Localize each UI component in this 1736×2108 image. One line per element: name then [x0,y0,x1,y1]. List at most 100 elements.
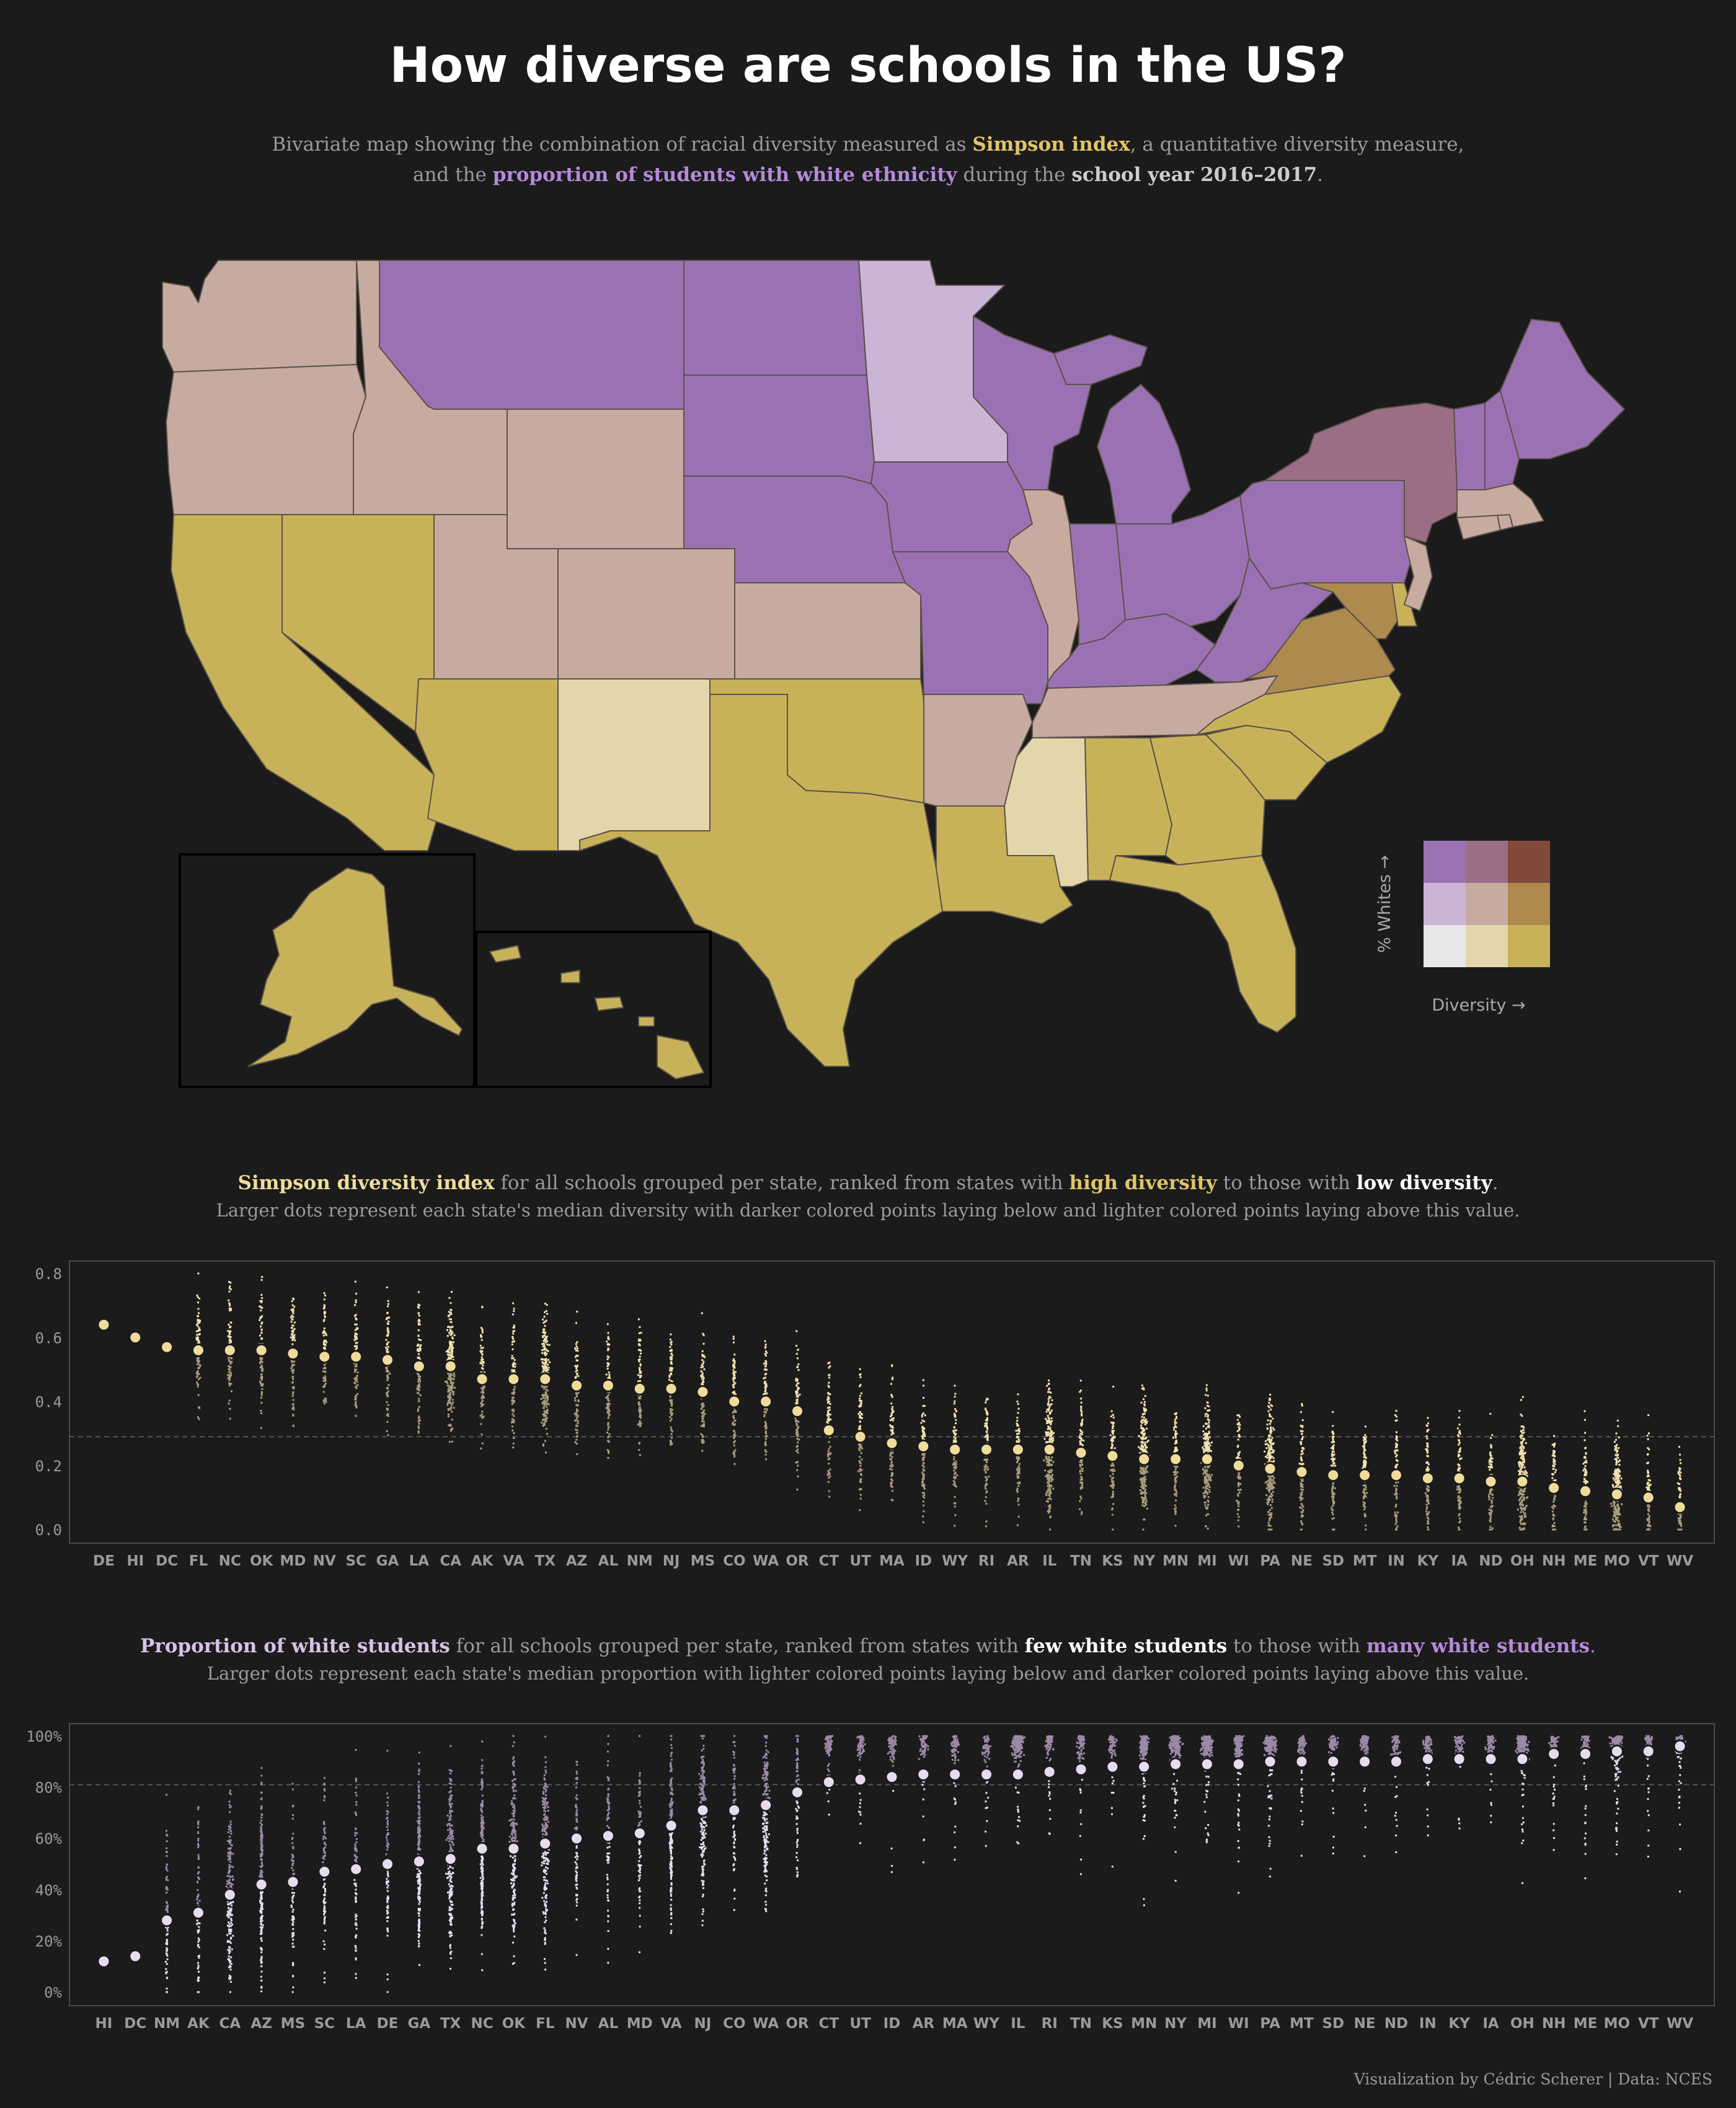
chart1-xtick-label: MS [691,1553,715,1569]
chart1-school-point [1239,1451,1241,1453]
chart1-school-point [1363,1451,1365,1453]
chart1-school-point [1332,1517,1335,1520]
chart1-school-point [1047,1484,1050,1486]
chart1-school-point [986,1428,989,1430]
chart1-school-point [892,1427,894,1429]
chart1-school-point [1052,1487,1055,1490]
chart1-school-point [514,1363,516,1365]
chart1-school-point [1172,1437,1175,1439]
chart1-school-point [702,1405,705,1407]
chart1-school-point [1143,1479,1145,1481]
chart1-school-point [386,1344,388,1346]
chart1-school-point [606,1411,609,1414]
chart1-school-point [764,1345,767,1348]
chart1-school-point [1237,1438,1239,1441]
chart1-school-point [953,1432,955,1434]
chart1-school-point [511,1344,513,1345]
chart1-school-point [764,1438,767,1440]
chart1-school-point [228,1368,230,1370]
chart1-xtick-label: OK [250,1553,274,1569]
chart1-school-point [356,1380,358,1383]
chart1-school-point [829,1403,831,1405]
chart1-school-point [449,1389,451,1391]
chart1-school-point [796,1434,798,1437]
chart1-school-point [1016,1401,1019,1403]
chart1-school-point [1302,1489,1304,1491]
chart1-school-point [542,1345,544,1348]
chart1-school-point [1202,1472,1205,1475]
chart1-school-point [1267,1419,1269,1422]
chart1-school-point [260,1412,262,1414]
chart1-school-point [353,1378,356,1380]
chart1-school-point [451,1346,453,1348]
chart1-school-point [1143,1401,1146,1403]
chart1-school-point [1140,1489,1141,1491]
chart1-school-point [292,1414,294,1416]
chart1-school-point [797,1420,800,1423]
chart1-school-point [450,1311,452,1314]
chart1-school-point [1396,1521,1398,1523]
chart-1-title-part-1: Simpson diversity index [237,1172,495,1194]
chart1-school-point [447,1391,450,1393]
chart1-school-point [797,1426,800,1428]
chart1-school-point [1270,1445,1272,1447]
chart1-school-point [859,1479,862,1482]
chart1-school-point [1272,1461,1274,1463]
chart1-school-point [1427,1451,1428,1454]
chart1-school-point [923,1456,926,1459]
chart1-school-point [355,1394,357,1397]
chart1-school-point [1049,1516,1052,1518]
chart1-school-point [1210,1450,1212,1452]
chart1-school-point [1489,1469,1491,1471]
chart1-school-point [1208,1443,1210,1445]
chart1-school-point [1202,1468,1204,1470]
chart1-school-point [607,1364,609,1366]
chart1-school-point [1174,1419,1176,1421]
chart1-school-point [606,1323,609,1326]
chart1-school-point [260,1364,263,1366]
chart1-school-point [545,1337,547,1339]
chart1-school-point [1016,1458,1019,1460]
chart1-school-point [1331,1508,1333,1511]
chart1-school-point [1428,1502,1430,1505]
chart1-school-point [353,1362,355,1365]
chart1-school-point [512,1413,514,1415]
chart1-school-point [574,1376,577,1379]
chart1-school-point [1458,1517,1461,1520]
chart1-school-point [1236,1423,1239,1425]
chart1-school-point [1270,1427,1272,1430]
chart1-school-point [1331,1492,1334,1494]
chart1-school-point [446,1404,449,1406]
chart1-xtick-label: SC [345,1553,366,1569]
chart1-school-point [1045,1431,1047,1433]
chart1-school-point [1207,1451,1210,1453]
chart1-school-point [197,1322,200,1324]
chart1-school-point [447,1349,449,1352]
chart1-school-point [985,1424,988,1426]
chart1-school-point [1489,1458,1492,1461]
chart1-school-point [955,1440,957,1442]
chart1-school-point [1458,1424,1461,1426]
chart1-school-point [291,1393,294,1395]
chart1-school-point [292,1371,294,1374]
chart1-school-point [260,1326,262,1327]
chart1-school-point [1363,1437,1366,1440]
chart1-school-point [607,1335,609,1338]
chart1-school-point [735,1411,737,1413]
chart1-school-point [1081,1479,1083,1481]
chart1-school-point [859,1411,861,1414]
chart1-school-point [417,1385,419,1388]
chart1-school-point [1048,1457,1050,1459]
chart1-school-point [418,1386,421,1388]
chart1-school-point [450,1406,453,1409]
chart1-school-point [1458,1432,1460,1433]
chart1-school-point [1112,1430,1115,1432]
chart1-school-point [1269,1508,1271,1511]
chart1-school-point [954,1477,957,1479]
chart1-school-point [482,1365,484,1366]
chart1-school-point [1079,1458,1082,1461]
chart1-school-point [1111,1430,1114,1432]
chart1-school-point [732,1378,735,1381]
chart1-ytick-label: 0.8 [35,1265,62,1283]
chart1-school-point [733,1362,736,1364]
